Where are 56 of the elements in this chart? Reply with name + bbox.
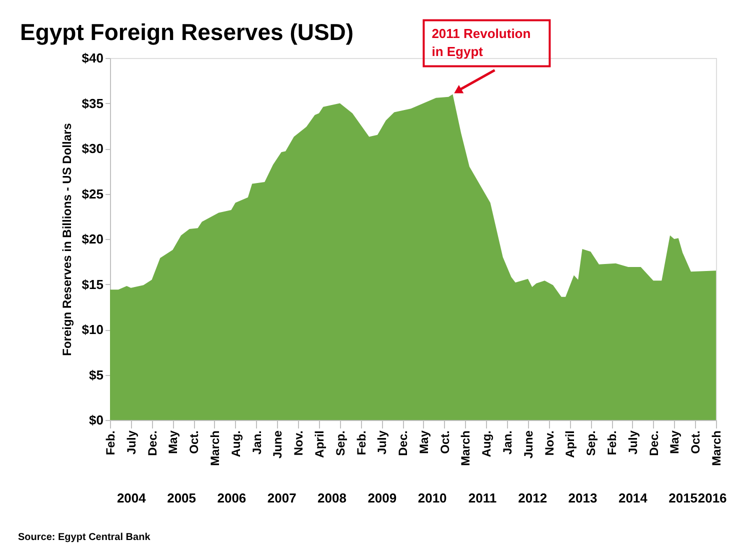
x-tick-label: Jan. xyxy=(500,430,515,455)
x2-tick-label: 2014 xyxy=(618,490,648,506)
x-tick-label: July xyxy=(375,430,390,455)
y-tick-label: $5 xyxy=(89,367,104,382)
x-tick-label: March xyxy=(710,430,724,466)
x-tick-label: March xyxy=(458,430,473,466)
x2-tick-label: 2016 xyxy=(698,490,727,506)
x-tick-label: Feb. xyxy=(104,430,118,456)
x2-tick-label: 2006 xyxy=(217,490,246,506)
y-axis-title: Foreign Reserves in Billions - US Dollars xyxy=(60,122,74,356)
annotation: 2011 Revolution in Egypt xyxy=(432,26,531,60)
x-tick-label: June xyxy=(521,430,536,459)
x-tick-label: Feb. xyxy=(354,430,368,456)
y-tick-label: $20 xyxy=(82,232,104,246)
x2-tick-label: 2010 xyxy=(418,490,447,506)
x-tick-label: July xyxy=(124,430,138,455)
x-tick-label: Nov. xyxy=(292,430,306,456)
x-tick-label: April xyxy=(312,430,326,458)
x2-tick-label: 2007 xyxy=(267,490,296,506)
x2-tick-label: 2015 xyxy=(668,490,698,506)
x2-tick-label: 2009 xyxy=(368,490,397,506)
x2-tick-label: 2004 xyxy=(116,490,147,506)
x-tick-label: Nov. xyxy=(542,430,556,456)
y-tick-label: $15 xyxy=(82,276,104,292)
y-tick-label: $25 xyxy=(82,186,104,202)
chart-title: Egypt Foreign Reserves (USD) xyxy=(20,19,354,45)
source-note: Source: Egypt Central Bank xyxy=(18,532,151,543)
x-tick-label: Feb. xyxy=(605,430,620,456)
y-tick-label: $40 xyxy=(82,50,104,66)
x-tick-label: Sep. xyxy=(584,430,598,456)
x-tick-label: Dec. xyxy=(145,430,160,456)
x-tick-label: Sep. xyxy=(333,430,348,456)
x2-tick-label: 2008 xyxy=(318,490,346,506)
x-tick-label: July xyxy=(626,430,640,455)
x-tick-label: Dec. xyxy=(646,430,661,456)
y-tick-label: $30 xyxy=(82,141,104,156)
x-tick-label: Dec. xyxy=(396,430,410,456)
x-tick-label: Jan. xyxy=(250,430,264,455)
x-tick-label: May xyxy=(166,430,180,454)
x-tick-label: March xyxy=(208,430,222,466)
x2-tick-label: 2011 xyxy=(468,490,497,506)
x2-tick-label: 2005 xyxy=(167,490,196,506)
x-tick-label: Aug. xyxy=(228,430,243,458)
x-tick-label: Oct. xyxy=(187,430,202,454)
y-tick-label: $10 xyxy=(82,322,104,337)
x-tick-label: Oct. xyxy=(688,430,703,454)
y-tick-label: $0 xyxy=(89,412,104,428)
y-tick-label: $35 xyxy=(82,96,104,111)
x-tick-label: June xyxy=(270,430,285,459)
x-tick-label: April xyxy=(563,430,578,458)
x2-tick-label: 2012 xyxy=(518,490,548,506)
x-tick-label: May xyxy=(668,430,682,454)
x-tick-label: Aug. xyxy=(480,430,494,458)
x-tick-label: May xyxy=(416,430,431,454)
x2-tick-label: 2013 xyxy=(568,490,598,506)
x-tick-label: Oct. xyxy=(438,430,452,454)
